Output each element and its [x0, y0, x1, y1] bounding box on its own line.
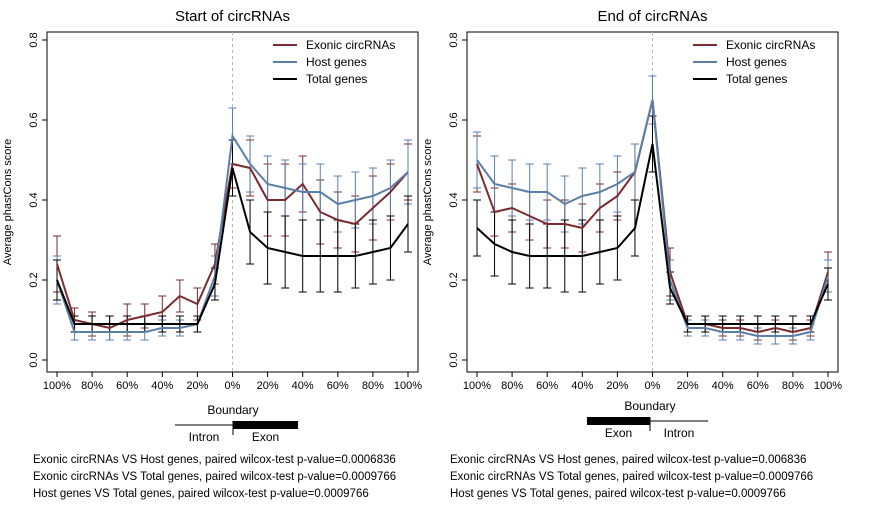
boundary-label: Boundary: [207, 403, 258, 417]
stats-line: Exonic circRNAs VS Host genes, paired wi…: [33, 454, 396, 466]
legend-label: Host genes: [306, 55, 367, 69]
y-tick-label: 0.4: [28, 192, 40, 207]
stats-text-start: Exonic circRNAs VS Host genes, paired wi…: [33, 452, 396, 503]
legend-label: Host genes: [726, 55, 787, 69]
stats-line: Exonic circRNAs VS Total genes, paired w…: [33, 471, 397, 483]
x-tick-label: 60%: [327, 380, 349, 392]
stats-line: Exonic circRNAs VS Total genes, paired w…: [450, 471, 814, 483]
x-tick-label: 80%: [362, 380, 384, 392]
x-tick-label: 80%: [501, 380, 523, 392]
series-line-host: [476, 99, 829, 337]
x-tick-label: 60%: [536, 380, 558, 392]
boundary-label: Boundary: [624, 399, 675, 413]
series-line-host: [56, 133, 409, 333]
x-tick-label: 80%: [81, 380, 103, 392]
series-line-total: [56, 167, 409, 325]
y-tick-label: 0.0: [448, 352, 460, 367]
y-tick-label: 0.8: [28, 32, 40, 47]
stats-line: Host genes VS Total genes, paired wilcox…: [450, 488, 786, 500]
x-tick-label: 20%: [677, 380, 699, 392]
chart-title: End of circRNAs: [597, 8, 707, 25]
x-tick-label: 100%: [43, 380, 71, 392]
y-tick-label: 0.8: [448, 32, 460, 47]
legend-label: Exonic circRNAs: [306, 38, 395, 52]
boundary-right-label: Intron: [664, 426, 695, 440]
x-tick-label: 100%: [463, 380, 491, 392]
x-tick-label: 20%: [186, 380, 208, 392]
y-tick-label: 0.2: [28, 272, 40, 287]
y-tick-label: 0.6: [448, 112, 460, 127]
y-axis-label: Average phastCons score: [2, 139, 14, 265]
x-tick-label: 40%: [292, 380, 314, 392]
chart-title: Start of circRNAs: [175, 8, 290, 25]
chart-panel-end: End of circRNAs Average phastCons score 0.…: [422, 8, 842, 440]
x-tick-label: 60%: [116, 380, 138, 392]
legend-label: Exonic circRNAs: [726, 38, 815, 52]
x-tick-label: 80%: [782, 380, 804, 392]
series-line-total: [476, 143, 829, 325]
series-line-exonic: [56, 162, 409, 330]
boundary-right-label: Exon: [252, 430, 279, 444]
y-tick-label: 0.6: [28, 112, 40, 127]
x-tick-label: 40%: [151, 380, 173, 392]
x-tick-label: 60%: [747, 380, 769, 392]
stats-text-end: Exonic circRNAs VS Host genes, paired wi…: [450, 452, 813, 503]
x-tick-label: 40%: [712, 380, 734, 392]
stats-line: Exonic circRNAs VS Host genes, paired wi…: [450, 454, 807, 466]
exon-block: [587, 417, 650, 425]
stats-line: Host genes VS Total genes, paired wilcox…: [33, 488, 369, 500]
chart-panel-start: Start of circRNAs Average phastCons score…: [2, 8, 422, 444]
legend-label: Total genes: [726, 72, 787, 86]
x-tick-label: 20%: [257, 380, 279, 392]
boundary-left-label: Exon: [605, 426, 632, 440]
y-tick-label: 0.2: [448, 272, 460, 287]
exon-block: [233, 421, 298, 429]
y-tick-label: 0.4: [448, 192, 460, 207]
x-tick-label: 40%: [571, 380, 593, 392]
x-tick-label: 100%: [394, 380, 422, 392]
x-tick-label: 100%: [814, 380, 842, 392]
x-tick-label: 0%: [645, 380, 661, 392]
y-tick-label: 0.0: [28, 352, 40, 367]
x-tick-label: 20%: [606, 380, 628, 392]
legend-label: Total genes: [306, 72, 367, 86]
boundary-left-label: Intron: [189, 430, 220, 444]
x-tick-label: 0%: [225, 380, 241, 392]
y-axis-label: Average phastCons score: [422, 139, 434, 265]
